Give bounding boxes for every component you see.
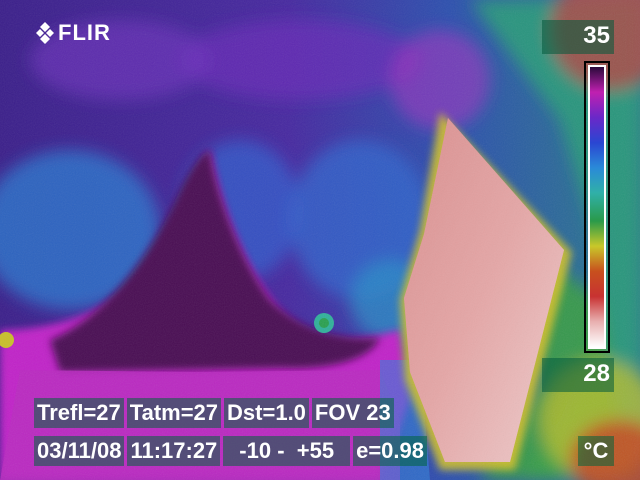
scale-max-box: 35 [542, 20, 614, 54]
scale-min-box: 28 [542, 358, 614, 392]
colorbar-gradient [588, 65, 606, 349]
scale-max-value: 35 [583, 22, 610, 49]
scale-min-value: 28 [583, 360, 610, 387]
range-label: -10 - +55 [223, 436, 351, 466]
unit-label: °C [578, 436, 614, 466]
parameter-row: Trefl=27 Tatm=27 Dst=1.0 FOV 23 [34, 398, 397, 428]
temperature-colorbar [584, 61, 610, 353]
emissivity-label: e=0.98 [353, 436, 427, 466]
status-row: 03/11/08 11:17:27 -10 - +55 e=0.98 [34, 436, 430, 466]
date-label: 03/11/08 [34, 436, 125, 466]
time-label: 11:17:27 [127, 436, 221, 466]
flir-logo: FLIR [36, 20, 111, 46]
trefl-label: Trefl=27 [34, 398, 124, 428]
fov-label: FOV 23 [311, 398, 394, 428]
distance-label: Dst=1.0 [224, 398, 309, 428]
tatm-label: Tatm=27 [126, 398, 222, 428]
brand-name: FLIR [58, 20, 111, 45]
flir-diamond-icon [36, 22, 54, 44]
